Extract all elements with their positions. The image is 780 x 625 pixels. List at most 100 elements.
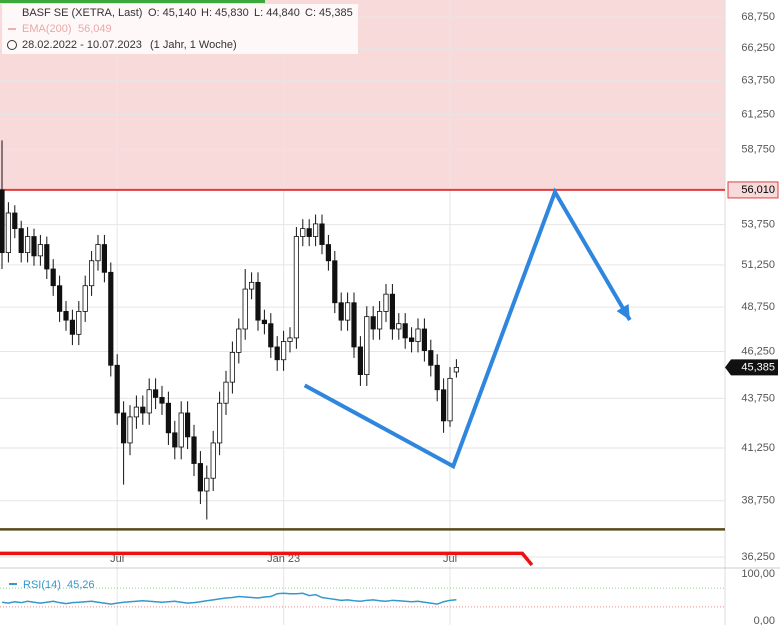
candle-body <box>229 352 235 383</box>
candle-body <box>152 389 159 398</box>
candle-body <box>184 412 191 438</box>
candle-body <box>300 228 306 237</box>
y-tick-label: 61,250 <box>741 108 775 120</box>
candle-body <box>357 346 363 376</box>
candle-body <box>159 397 165 404</box>
candle-body <box>306 228 312 237</box>
candle-body <box>293 236 299 339</box>
candle-body <box>396 323 402 330</box>
header-box <box>2 4 358 54</box>
y-tick-label: 38,750 <box>741 495 775 507</box>
drawn-arrow <box>303 187 632 470</box>
y-tick-label: 51,250 <box>741 259 775 271</box>
x-tick-label: Jan 23 <box>267 553 300 565</box>
candle-body <box>24 236 31 254</box>
candle-body <box>133 406 139 418</box>
span: (1 Jahr, 1 Woche) <box>150 39 237 51</box>
candle-body <box>140 406 146 414</box>
candle-body <box>370 316 376 330</box>
candle-body <box>165 402 171 434</box>
rsi-name: RSI(14) <box>23 579 61 591</box>
candle-body <box>191 436 197 464</box>
close: C: 45,385 <box>305 7 353 19</box>
rsi-value: 45,26 <box>67 579 95 591</box>
y-tick-label: 48,750 <box>741 301 775 313</box>
candle-body <box>178 412 184 448</box>
clock-icon <box>7 40 17 50</box>
candle-body <box>108 271 114 366</box>
y-tick-label: 53,750 <box>741 219 775 231</box>
candle-body <box>389 293 395 330</box>
candle-body <box>204 477 210 492</box>
y-tick-label: 36,250 <box>741 551 775 563</box>
candle-body <box>50 268 56 287</box>
last-label: 45,385 <box>741 361 775 373</box>
y-tick-label: 68,750 <box>741 11 775 23</box>
candle-body <box>172 432 178 448</box>
high: H: 45,830 <box>201 7 249 19</box>
candle-body <box>236 328 242 353</box>
candle-body <box>319 223 325 245</box>
top-bar <box>0 0 265 3</box>
candle-body <box>274 346 280 361</box>
candle-body <box>197 463 203 492</box>
ema-swatch <box>8 28 16 30</box>
candle-body <box>18 228 24 254</box>
candle-body <box>421 328 427 351</box>
y-tick-label: 66,250 <box>741 42 775 54</box>
x-tick-label: Jul <box>443 553 457 565</box>
x-tick-label: Jul <box>110 553 124 565</box>
candle-body <box>114 364 120 414</box>
candle-body <box>415 328 421 342</box>
candle-body <box>127 416 133 444</box>
candle-body <box>242 288 248 330</box>
candle-body <box>63 311 69 321</box>
y-tick-label: 63,750 <box>741 75 775 87</box>
candle-body <box>428 350 434 366</box>
candle-body <box>261 319 267 325</box>
y-tick-label: 58,750 <box>741 144 775 156</box>
candle-body <box>312 223 319 237</box>
candle-body <box>223 381 229 404</box>
candle-body <box>12 212 18 230</box>
rsi-tick-label: 0,00 <box>754 615 775 625</box>
candle-body <box>56 285 63 312</box>
ema-value: 56,049 <box>78 23 112 35</box>
last-tag <box>725 359 778 376</box>
low: L: 44,840 <box>254 7 300 19</box>
candle-body <box>376 311 383 330</box>
candle-body <box>0 189 5 254</box>
candle-body <box>76 311 82 335</box>
candle-body <box>434 364 440 391</box>
candle-body <box>82 285 88 312</box>
candle-body <box>440 389 447 422</box>
candle-body <box>210 442 216 479</box>
title: BASF SE (XETRA, Last) <box>22 7 142 19</box>
candle-body <box>88 260 95 287</box>
resistance-tag <box>727 181 779 199</box>
candle-body <box>37 244 43 257</box>
arrow-head <box>616 304 630 320</box>
candle-body <box>287 337 293 342</box>
candle-body <box>351 302 357 348</box>
candle-body <box>216 402 223 444</box>
candle-body <box>248 281 255 290</box>
candle-body <box>101 244 107 273</box>
candle-body <box>95 244 101 262</box>
candle-body <box>69 319 75 335</box>
candle-body <box>5 212 11 254</box>
candle-body <box>383 293 389 312</box>
candle-body <box>408 337 415 342</box>
stop-line <box>0 551 534 567</box>
open: O: 45,140 <box>148 7 196 19</box>
y-tick-label: 41,250 <box>741 442 775 454</box>
candle-body <box>255 281 261 321</box>
candle-body <box>447 377 453 422</box>
candle-body <box>338 302 344 321</box>
resistance-label: 56,010 <box>741 184 775 196</box>
candle-body <box>325 244 331 262</box>
y-tick-label: 43,750 <box>741 392 775 404</box>
ema-name: EMA(200) <box>22 23 72 35</box>
rsi-line <box>1 592 457 605</box>
